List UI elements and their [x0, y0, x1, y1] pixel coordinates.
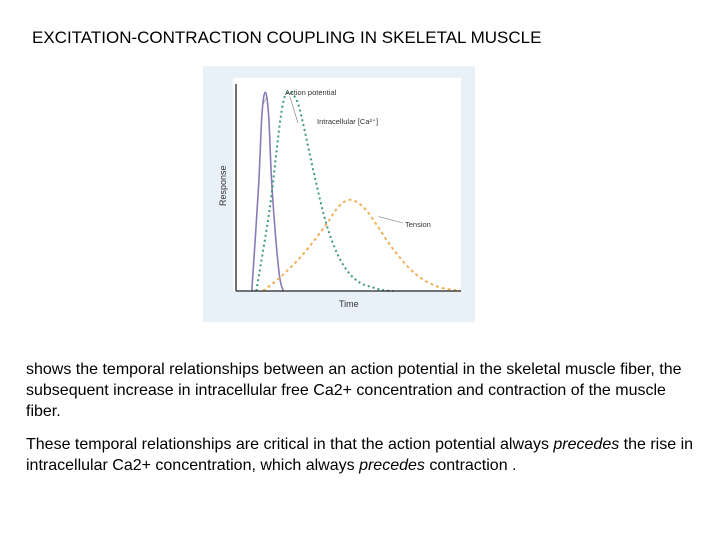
label-layer: Action potential Intracellular [Ca²⁺] Tens…	[262, 88, 431, 229]
intracellular-calcium-curve	[255, 90, 394, 292]
plot-area	[233, 78, 461, 291]
paragraph2-emphasis-2: precedes	[359, 457, 425, 474]
chart-figure: Action potential Intracellular [Ca²⁺] Tens…	[203, 66, 475, 322]
slide-title: EXCITATION-CONTRACTION COUPLING IN SKELE…	[32, 28, 542, 47]
paragraph2-emphasis-1: precedes	[553, 436, 620, 453]
description-paragraph: shows the temporal relationships between…	[26, 361, 682, 420]
paragraph2-text-2: the rise in intracellular Ca2+ concentra…	[26, 436, 694, 474]
action-potential-curve	[251, 91, 285, 292]
tension-label: Tension	[405, 220, 431, 229]
y-axis-label: Response	[218, 165, 228, 206]
paragraph2-text-3: contraction .	[424, 457, 517, 474]
x-axis-label: Time	[339, 299, 359, 309]
action-potential-label: Action potential	[285, 88, 337, 97]
series-layer	[251, 90, 462, 292]
tension-leader-line	[378, 216, 404, 224]
intracellular-calcium-label: Intracellular [Ca²⁺]	[317, 117, 378, 126]
intracellular-calcium-leader-line	[289, 96, 299, 124]
response-time-chart: Action potential Intracellular [Ca²⁺] Tens…	[218, 78, 462, 309]
emphasis-paragraph: These temporal relationships are critica…	[26, 434, 696, 476]
action-potential-leader-line	[262, 96, 268, 105]
paragraph2-text-1: These temporal relationships are critica…	[26, 436, 554, 453]
